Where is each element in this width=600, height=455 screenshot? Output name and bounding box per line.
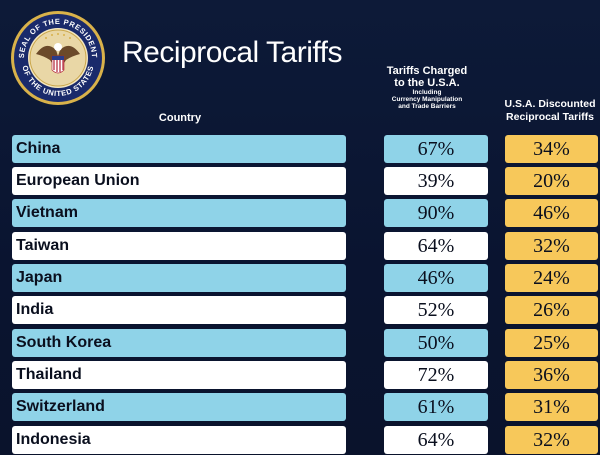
table-row: Japan 46% 24% [0,264,600,292]
page-title: Reciprocal Tariffs [122,36,342,69]
tariff-charged-cell: 67% [384,135,488,163]
charged-sub-line3: and Trade Barriers [398,103,456,111]
country-cell: Switzerland [12,393,346,421]
tariff-charged-cell: 52% [384,296,488,324]
table-row: Indonesia 64% 32% [0,426,600,454]
tariff-discounted-cell: 32% [505,232,598,260]
tariff-discounted-cell: 46% [505,199,598,227]
tariff-discounted-cell: 34% [505,135,598,163]
country-cell: Vietnam [12,199,346,227]
table-row: Vietnam 90% 46% [0,199,600,227]
discounted-title-line2: Reciprocal Tariffs [506,110,594,123]
table-row: Thailand 72% 36% [0,361,600,389]
tariff-discounted-cell: 31% [505,393,598,421]
presidential-seal-icon: SEAL OF THE PRESIDENT OF THE UNITED STAT… [11,11,105,105]
country-cell: India [12,296,346,324]
charged-sub-line2: Currency Manipulation [391,96,463,104]
tariff-discounted-cell: 24% [505,264,598,292]
tariff-charged-cell: 90% [384,199,488,227]
country-cell: Thailand [12,361,346,389]
tariff-discounted-cell: 26% [505,296,598,324]
tariff-charged-cell: 39% [384,167,488,195]
column-header-country: Country [158,112,202,124]
country-cell: Indonesia [12,426,346,454]
tariff-discounted-cell: 36% [505,361,598,389]
tariff-discounted-cell: 32% [505,426,598,454]
charged-sub-line1: Including [412,89,442,97]
tariff-charged-cell: 64% [384,426,488,454]
tariff-discounted-cell: 20% [505,167,598,195]
country-cell: South Korea [12,329,346,357]
table-row: South Korea 50% 25% [0,329,600,357]
table-row: European Union 39% 20% [0,167,600,195]
tariff-discounted-cell: 25% [505,329,598,357]
country-cell: Japan [12,264,346,292]
table-row: Switzerland 61% 31% [0,393,600,421]
tariff-charged-cell: 61% [384,393,488,421]
column-header-discounted: U.S.A. Discounted Reciprocal Tariffs [494,98,600,123]
charged-title-line1: Tariffs Charged [386,65,468,77]
country-cell: China [12,135,346,163]
country-cell: Taiwan [12,232,346,260]
column-header-tariffs-charged: Tariffs Charged to the U.S.A. Including … [372,65,482,111]
country-cell: European Union [12,167,346,195]
table-row: China 67% 34% [0,135,600,163]
table-row: Taiwan 64% 32% [0,232,600,260]
tariff-charged-cell: 64% [384,232,488,260]
table-row: India 52% 26% [0,296,600,324]
charged-title-line2: to the U.S.A. [394,76,460,89]
tariff-charged-cell: 72% [384,361,488,389]
tariff-charged-cell: 46% [384,264,488,292]
tariff-charged-cell: 50% [384,329,488,357]
discounted-title-line1: U.S.A. Discounted [504,98,596,110]
